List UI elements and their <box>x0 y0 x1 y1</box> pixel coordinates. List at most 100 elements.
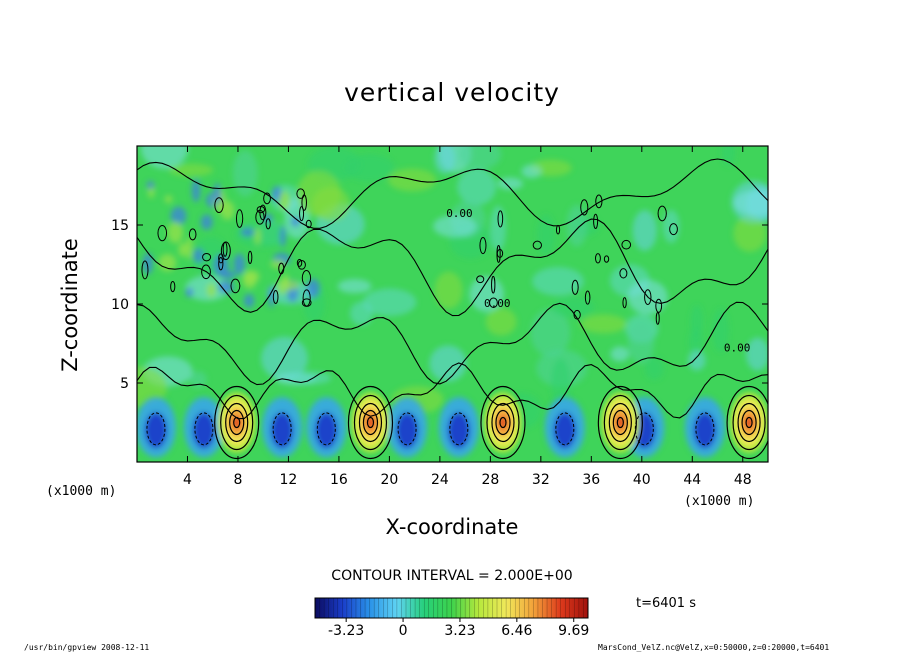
field-patch <box>434 146 456 174</box>
contour-lines: 0.00 0.00 0.00 <box>137 158 768 460</box>
cell-contour <box>296 258 303 267</box>
turbulent-cell <box>217 280 234 294</box>
x-tick-label: 40 <box>633 472 651 488</box>
field-patch <box>733 190 768 216</box>
contour-label: 0.00 <box>484 297 511 310</box>
downdraft-band <box>137 392 768 458</box>
field-patch <box>137 366 168 408</box>
x-tick-label: 28 <box>481 472 499 488</box>
field-patch <box>490 205 506 252</box>
turbulent-cell <box>213 182 221 204</box>
updraft-contour <box>499 416 507 429</box>
cell-contour <box>555 224 561 235</box>
updraft-contour <box>486 394 520 451</box>
turbulent-cell <box>143 252 153 275</box>
field-patch <box>746 337 768 371</box>
updraft-contour <box>616 416 624 429</box>
cell-contour <box>188 228 197 241</box>
colorbar-tick-label: 9.69 <box>558 623 589 639</box>
turbulent-cell <box>178 242 187 257</box>
contour-label: 0.00 <box>724 341 751 354</box>
field-patch <box>551 358 571 407</box>
downdraft-inner <box>315 412 338 449</box>
turbulent-cell <box>167 221 184 244</box>
velocity-field <box>137 146 768 462</box>
turbulent-cell <box>270 259 286 269</box>
cell-contour <box>593 213 599 230</box>
updraft-contour <box>220 394 254 451</box>
cell-contour <box>644 289 652 305</box>
field-patch <box>337 279 372 294</box>
field-patch <box>433 215 477 238</box>
field-patch <box>610 346 630 362</box>
x-tick-label: 48 <box>734 472 752 488</box>
y-axis-label: Z-coordinate <box>58 238 82 372</box>
updraft-contour <box>491 402 515 443</box>
field-patch <box>285 371 332 385</box>
field-patch <box>688 350 706 371</box>
field-patch <box>566 204 588 247</box>
y-tick-label: 10 <box>111 297 129 313</box>
downdraft-contour <box>397 412 417 446</box>
downdraft-inner <box>396 412 419 449</box>
cell-contour <box>263 192 271 205</box>
updraft-contour <box>214 385 260 460</box>
contour-interval-label: CONTOUR INTERVAL = 2.000E+00 <box>331 568 573 584</box>
cell-contour <box>622 297 627 309</box>
y-axis: 5 10 15 <box>111 218 768 392</box>
field-patch <box>457 168 497 206</box>
x-unit-label-right: (x1000 m) <box>684 494 755 509</box>
turbulent-cell <box>262 214 274 223</box>
cell-contour <box>278 262 285 275</box>
updraft-contour <box>745 416 753 429</box>
updraft-contour <box>347 385 394 460</box>
x-tick-label: 20 <box>380 472 398 488</box>
x-tick-label: 16 <box>330 472 348 488</box>
field-patch <box>627 320 655 364</box>
colorbar-tick-label: -3.23 <box>328 623 364 639</box>
downdraft-contour <box>449 412 469 446</box>
field-patch <box>485 307 517 336</box>
cell-contour <box>594 253 601 264</box>
cell-contour <box>222 241 228 257</box>
cell-contour <box>214 197 224 214</box>
x-tick-label: 8 <box>233 472 242 488</box>
field-patch <box>580 314 628 334</box>
cell-contour <box>302 289 311 307</box>
turbulent-cell <box>220 200 235 220</box>
updraft-contour <box>732 394 766 451</box>
cell-contour <box>489 297 498 309</box>
field-patch <box>733 215 767 252</box>
cell-contour <box>655 298 663 313</box>
y-tick-label: 5 <box>120 376 129 392</box>
cell-contour <box>218 257 224 271</box>
field-patch <box>232 150 258 197</box>
cell-contour <box>476 275 485 284</box>
turbulent-cell <box>185 287 194 298</box>
field-patch <box>296 170 341 217</box>
zero-contour <box>137 301 768 386</box>
cell-contour <box>301 270 312 286</box>
updraft-contour <box>597 385 643 460</box>
cell-contour <box>532 240 542 250</box>
field-patch <box>497 177 524 190</box>
field-patch <box>644 356 664 380</box>
updraft-contour <box>358 402 383 443</box>
field-patch <box>530 308 571 357</box>
cell-contour <box>305 219 312 229</box>
cell-contour <box>479 237 487 255</box>
turbulent-cell <box>278 190 291 211</box>
cell-contour <box>141 260 149 280</box>
downdraft-inner <box>553 412 576 449</box>
x-tick-label: 4 <box>183 472 192 488</box>
turbulent-cell <box>185 236 193 260</box>
field-patch <box>141 146 189 169</box>
cell-contour <box>496 244 501 263</box>
cell-contour <box>621 239 632 250</box>
field-texture <box>137 146 768 429</box>
cell-contour <box>491 275 496 294</box>
turbulent-cell <box>243 294 255 308</box>
updraft-contour <box>480 385 526 460</box>
updraft-contour <box>366 416 375 429</box>
